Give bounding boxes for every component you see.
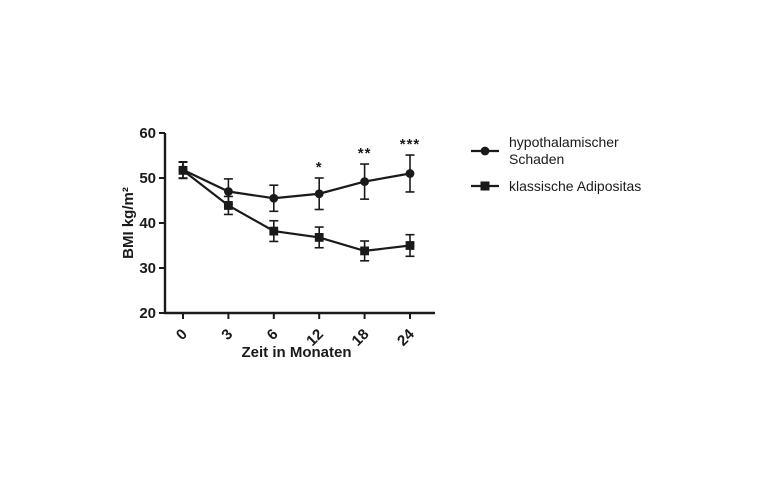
- data-point-circle: [269, 193, 279, 203]
- data-point-square: [314, 233, 324, 242]
- data-point-square: [405, 241, 415, 250]
- legend-item-hypothalamischer-schaden: hypothalamischer Schaden: [470, 134, 659, 168]
- x-tick-label: 24: [394, 325, 418, 349]
- x-tick-label: 0: [173, 326, 191, 344]
- data-point-square: [360, 246, 369, 256]
- legend-label-hypothalamischer-schaden: hypothalamischer Schaden: [509, 134, 619, 167]
- y-tick-label: 30: [139, 260, 156, 277]
- x-axis-title: Zeit in Monaten: [242, 344, 352, 361]
- significance-annotation: *: [316, 159, 323, 176]
- data-point-circle: [405, 169, 415, 178]
- data-point-circle: [360, 177, 369, 187]
- series-line-square: [182, 169, 411, 253]
- circle-series-marker-icon: [471, 146, 499, 156]
- data-point-circle: [224, 187, 233, 196]
- y-tick-label: 50: [139, 170, 156, 187]
- series-line-circle: [182, 168, 411, 200]
- y-tick-label: 40: [139, 215, 156, 232]
- data-point-square: [269, 226, 279, 236]
- legend-item-klassische-adipositas: klassische Adipositas: [470, 178, 659, 195]
- x-tick-label: 6: [264, 326, 282, 344]
- chart-legend: hypothalamischer Schaden klassische Adip…: [470, 134, 659, 194]
- y-tick-label: 60: [139, 125, 156, 142]
- x-tick-label: 18: [349, 326, 373, 350]
- data-point-square: [224, 201, 233, 210]
- y-axis-title: BMI kg/m²: [120, 187, 137, 259]
- significance-annotation: ***: [400, 136, 421, 153]
- significance-annotation: **: [358, 145, 372, 162]
- square-series-marker-icon: [471, 181, 499, 191]
- axis-frame: [163, 133, 435, 315]
- x-tick-label: 3: [218, 326, 236, 344]
- y-tick-label: 20: [139, 305, 156, 322]
- data-point-square: [178, 165, 188, 175]
- legend-label-klassische-adipositas: klassische Adipositas: [509, 177, 642, 194]
- data-point-circle: [314, 189, 324, 199]
